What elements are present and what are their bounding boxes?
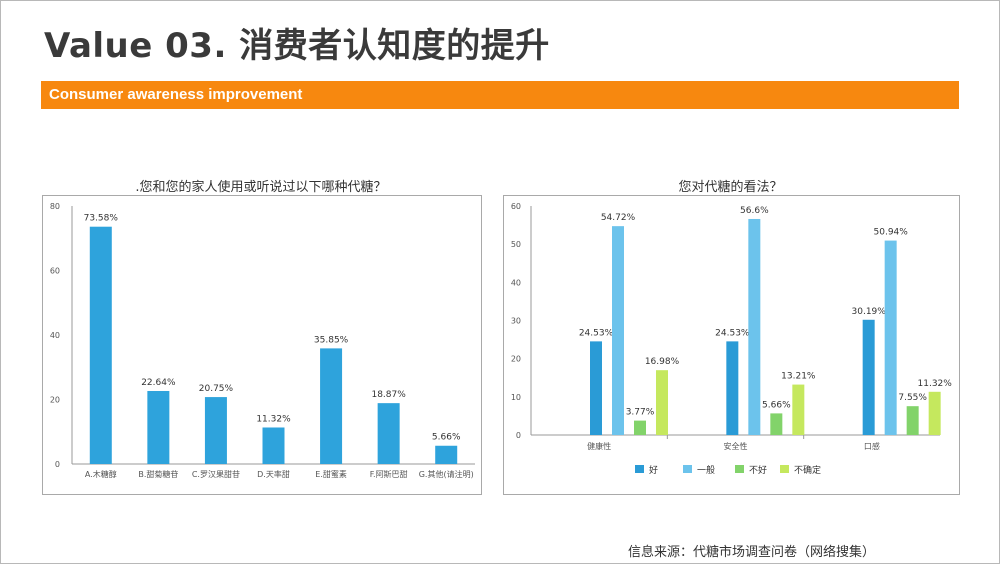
- y-tick-label: 60: [50, 267, 60, 276]
- data-label: 35.85%: [314, 335, 349, 345]
- data-label: 7.55%: [898, 393, 927, 403]
- right-chart-svg: 0 10 20 30 40 50 60 24.53% 54.72% 3.77% 16.98% 健康性 2…: [511, 202, 953, 476]
- data-label: 11.32%: [256, 414, 291, 424]
- legend-label: 不确定: [794, 464, 821, 476]
- data-label: 20.75%: [199, 384, 234, 394]
- bar: [928, 391, 941, 435]
- section-banner: Consumer awareness improvement: [41, 81, 959, 109]
- bar: [884, 240, 897, 435]
- data-label: 11.32%: [918, 379, 953, 389]
- x-tick-label: 健康性: [587, 441, 611, 451]
- bar: [147, 390, 170, 464]
- x-tick-label: 安全性: [724, 441, 748, 451]
- y-tick-label: 80: [50, 202, 60, 211]
- x-tick-label: 口感: [864, 441, 880, 451]
- bar: [320, 348, 343, 464]
- y-tick-label: 0: [55, 460, 60, 469]
- bar: [590, 341, 602, 435]
- legend-swatch: [735, 465, 744, 473]
- bar: [204, 397, 227, 464]
- y-tick-label: 60: [511, 202, 521, 211]
- bar: [656, 370, 668, 435]
- right-chart-title: 您对代糖的看法？: [678, 180, 783, 195]
- data-label: 16.98%: [645, 357, 680, 367]
- data-label: 5.66%: [762, 400, 791, 410]
- bar: [726, 341, 739, 435]
- data-label: 5.66%: [432, 433, 461, 443]
- bar: [770, 413, 783, 435]
- x-tick-label: E.甜蜜素: [315, 469, 347, 479]
- y-tick-label: 0: [516, 431, 521, 440]
- bar: [748, 218, 761, 435]
- bar: [262, 427, 285, 464]
- data-label: 56.6%: [740, 206, 769, 216]
- bar: [612, 226, 624, 435]
- right-chart: 0 10 20 30 40 50 60 24.53% 54.72% 3.77% 16.98% 健康性 2…: [503, 195, 960, 495]
- y-tick-label: 20: [50, 396, 60, 405]
- y-tick-label: 40: [50, 331, 60, 340]
- page-title: Value 03. 消费者认知度的提升: [44, 26, 550, 66]
- bar: [435, 445, 458, 464]
- bar: [89, 226, 112, 464]
- data-label: 54.72%: [601, 213, 636, 223]
- x-tick-label: F.阿斯巴甜: [370, 469, 408, 479]
- x-tick-label: C.罗汉果甜苷: [192, 469, 240, 479]
- data-label: 24.53%: [579, 328, 614, 338]
- y-tick-label: 50: [511, 240, 521, 249]
- y-tick-label: 20: [511, 355, 521, 364]
- bar: [906, 406, 919, 435]
- source-note: 信息来源：代糖市场调查问卷（网络搜集）: [628, 545, 876, 560]
- bar: [634, 420, 646, 435]
- banner-label: Consumer awareness improvement: [49, 86, 303, 103]
- legend-swatch: [635, 465, 644, 473]
- legend-swatch: [683, 465, 692, 473]
- data-label: 3.77%: [626, 408, 655, 418]
- legend-label: 不好: [749, 464, 767, 476]
- data-label: 18.87%: [371, 390, 406, 400]
- x-tick-label: B.甜菊糖苷: [138, 469, 178, 479]
- left-chart-svg: 0 20 40 60 80 73.58% A.木糖醇 22.64% B.甜菊糖苷 20.75% C.…: [50, 202, 475, 479]
- data-label: 73.58%: [84, 214, 119, 224]
- data-label: 22.64%: [141, 378, 176, 388]
- legend-label: 好: [649, 464, 658, 476]
- bar: [377, 403, 400, 464]
- bar: [792, 384, 805, 435]
- legend-swatch: [780, 465, 789, 473]
- bar: [862, 319, 875, 435]
- y-tick-label: 10: [511, 393, 521, 402]
- data-label: 50.94%: [874, 228, 909, 238]
- x-tick-label: G.其他(请注明): [419, 469, 474, 479]
- left-chart: 0 20 40 60 80 73.58% A.木糖醇 22.64% B.甜菊糖苷 20.75% C.…: [42, 195, 482, 495]
- left-chart-title: .您和您的家人使用或听说过以下哪种代糖？: [135, 180, 387, 195]
- x-tick-label: D.天率甜: [257, 469, 290, 479]
- y-tick-label: 30: [511, 317, 521, 326]
- data-label: 30.19%: [852, 307, 887, 317]
- data-label: 13.21%: [781, 372, 816, 382]
- y-tick-label: 40: [511, 278, 521, 287]
- legend-label: 一般: [697, 464, 715, 476]
- data-label: 24.53%: [715, 328, 750, 338]
- x-tick-label: A.木糖醇: [85, 469, 117, 479]
